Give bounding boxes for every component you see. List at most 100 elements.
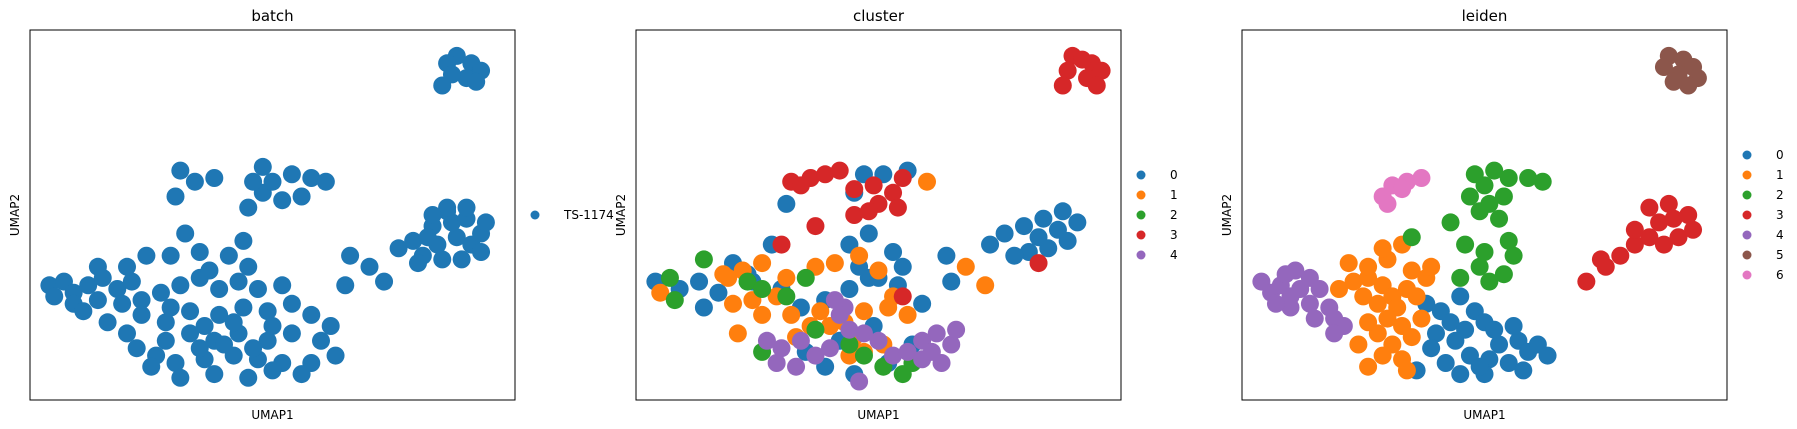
y-axis-label: UMAP2: [8, 194, 22, 236]
data-point: [1276, 265, 1295, 284]
data-point: [205, 365, 224, 384]
data-point: [1504, 246, 1523, 265]
data-point: [753, 280, 772, 298]
legend-item: 0: [1742, 148, 1784, 162]
data-point: [137, 246, 156, 265]
legend-label: 5: [1776, 248, 1784, 262]
data-point: [825, 254, 844, 273]
data-point: [176, 224, 195, 243]
data-point: [244, 172, 263, 191]
data-point: [273, 191, 292, 210]
data-point: [772, 235, 791, 254]
data-point: [1446, 331, 1465, 350]
data-point: [292, 365, 311, 384]
data-point: [1514, 361, 1533, 380]
data-point: [806, 320, 825, 339]
data-point: [1073, 50, 1092, 69]
data-point: [816, 165, 835, 184]
data-point: [1625, 235, 1644, 254]
data-point: [884, 183, 903, 202]
data-point: [210, 280, 229, 298]
legend-marker: [1742, 270, 1752, 280]
data-point: [976, 276, 995, 295]
legend-marker: [1742, 170, 1752, 180]
data-point: [1402, 328, 1421, 347]
data-point: [1373, 346, 1392, 365]
legend-label: 2: [1776, 188, 1784, 202]
data-point: [1480, 272, 1499, 291]
data-point: [229, 272, 248, 291]
data-point: [1402, 228, 1421, 247]
data-point: [1625, 220, 1644, 239]
data-point: [1053, 202, 1072, 221]
data-point: [171, 276, 190, 295]
data-point: [942, 272, 961, 291]
legend-marker: [1742, 250, 1752, 260]
data-point: [1281, 298, 1300, 317]
data-point: [1519, 169, 1538, 187]
data-point: [1005, 246, 1024, 265]
data-point: [854, 324, 873, 343]
legend-marker: [1136, 230, 1146, 240]
chart-panel-leiden: leiden UMAP1 UMAP2 0 1 2 3 4 5 6: [1220, 7, 1784, 422]
plot-frame: [635, 29, 1122, 401]
data-point: [1441, 313, 1460, 332]
data-point: [190, 339, 209, 358]
data-point: [840, 280, 859, 298]
data-point: [1378, 194, 1397, 213]
legend-marker: [530, 210, 540, 220]
data-point: [845, 206, 864, 224]
data-point: [447, 228, 466, 247]
legend-marker: [1742, 190, 1752, 200]
data-point: [360, 257, 379, 276]
data-point: [1664, 72, 1683, 91]
data-point: [1577, 272, 1596, 291]
data-point: [282, 294, 301, 313]
data-point: [88, 257, 107, 276]
data-point: [927, 324, 946, 343]
legend-label: 4: [1776, 228, 1784, 242]
data-point: [777, 194, 796, 213]
data-point: [132, 305, 151, 324]
data-point: [1499, 231, 1518, 250]
legend-marker: [1136, 170, 1146, 180]
legend-item: 3: [1742, 208, 1784, 222]
data-point: [1048, 220, 1067, 239]
data-point: [248, 280, 267, 298]
data-point: [1470, 202, 1489, 221]
data-point: [312, 331, 330, 350]
data-point: [258, 331, 277, 350]
data-point: [282, 324, 301, 343]
data-point: [719, 268, 738, 287]
data-point: [409, 254, 427, 273]
data-point: [200, 261, 219, 280]
x-axis-label: UMAP1: [1463, 408, 1505, 422]
data-point: [1499, 169, 1518, 187]
data-point: [336, 276, 355, 295]
data-point: [893, 257, 912, 276]
data-point: [1679, 206, 1698, 224]
data-point: [1451, 268, 1470, 287]
legend-marker: [1742, 210, 1752, 220]
data-point: [239, 198, 258, 217]
data-point: [884, 243, 903, 261]
data-point: [127, 339, 146, 358]
data-point: [1015, 217, 1033, 236]
legend-label: 3: [1776, 208, 1784, 222]
data-point: [893, 287, 912, 306]
legend-item: 2: [1742, 188, 1784, 202]
data-point: [888, 198, 907, 217]
data-point: [389, 239, 408, 258]
data-point: [806, 346, 825, 365]
data-point: [787, 357, 806, 376]
data-point: [151, 283, 170, 302]
legend-label: 4: [1170, 248, 1178, 262]
data-point: [79, 276, 98, 295]
data-point: [995, 224, 1014, 243]
data-point: [660, 268, 679, 287]
chart-title: batch: [251, 7, 293, 25]
data-point: [690, 272, 709, 291]
data-point: [132, 291, 151, 310]
chart-panel-cluster: cluster UMAP1 UMAP2 0 1 2 3 4: [614, 7, 1178, 422]
